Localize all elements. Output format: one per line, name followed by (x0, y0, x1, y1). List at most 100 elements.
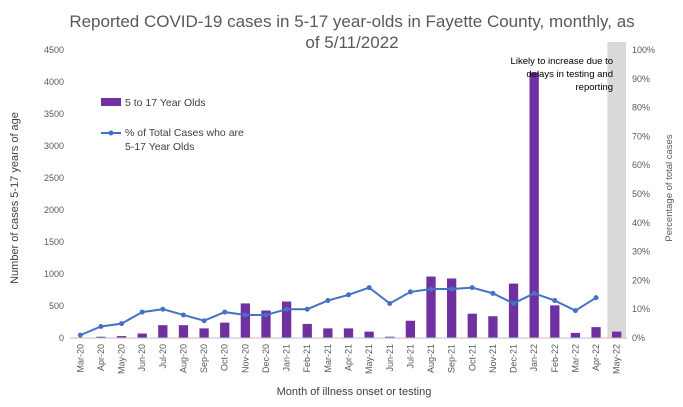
bar-Feb-22 (550, 305, 560, 338)
y2-tick-label: 10% (632, 304, 650, 314)
x-tick-label: Dec-20 (261, 344, 271, 373)
x-axis-ticks: Mar-20 Apr-20 May-20 Jun-20 Jul-20 Aug-20 Sep-… (75, 344, 621, 374)
x-tick-label: Mar-22 (570, 344, 580, 373)
bar-Mar-22 (570, 332, 581, 338)
bar-Jun-20 (137, 333, 147, 338)
annotation-line-3: reporting (576, 82, 614, 93)
percent-point-Mar-22 (572, 308, 578, 314)
annotation-line-2: delays in testing and (526, 69, 613, 80)
legend-line-marker (108, 130, 114, 136)
percent-point-Mar-21 (325, 298, 331, 304)
percent-point-Dec-21 (511, 300, 517, 306)
y-tick-label: 0 (59, 333, 64, 343)
y-tick-label: 2000 (44, 205, 64, 215)
percent-point-Feb-21 (304, 306, 310, 312)
y-tick-label: 3000 (44, 141, 64, 151)
x-tick-label: Sep-21 (447, 344, 457, 373)
y2-tick-label: 50% (632, 189, 650, 199)
y-tick-label: 4000 (44, 77, 64, 87)
x-tick-label: Apr-20 (96, 344, 106, 371)
percent-line (79, 286, 597, 337)
y-axis-right-ticks: 0% 10% 20% 30% 40% 50% 60% 70% 80% 90% 100% (632, 45, 655, 343)
bar-Jul-21 (405, 320, 416, 338)
bar-Nov-21 (488, 316, 498, 338)
y2-tick-label: 30% (632, 247, 650, 257)
x-tick-label: Oct-20 (220, 344, 230, 371)
percent-point-Jul-21 (407, 289, 413, 295)
percent-point-Sep-20 (201, 318, 207, 324)
y2-tick-label: 60% (632, 160, 650, 170)
x-tick-label: Sep-20 (199, 344, 209, 373)
bar-Sep-21 (447, 278, 457, 338)
y2-tick-label: 90% (632, 74, 650, 84)
percent-point-May-21 (366, 285, 372, 291)
x-tick-label: Feb-21 (302, 344, 312, 373)
bar-Apr-20 (96, 336, 106, 338)
percent-point-Jun-20 (139, 309, 145, 315)
bar-Aug-20 (178, 325, 189, 338)
x-tick-label: May-22 (612, 344, 622, 374)
bar-Jul-20 (158, 325, 168, 338)
x-tick-label: Oct-21 (467, 344, 477, 371)
bar-Apr-22 (591, 327, 601, 338)
bar-Feb-21 (302, 323, 312, 338)
y-tick-label: 500 (49, 301, 64, 311)
percent-point-May-20 (119, 321, 125, 327)
chart-title-line-2: of 5/11/2022 (305, 33, 398, 52)
x-tick-label: Jan-21 (282, 344, 292, 372)
x-tick-label: May-20 (117, 344, 127, 374)
y-tick-label: 4500 (44, 45, 64, 55)
y-tick-label: 3500 (44, 109, 64, 119)
y-tick-label: 1000 (44, 269, 64, 279)
y2-tick-label: 0% (632, 333, 645, 343)
x-axis-title: Month of illness onset or testing (277, 386, 432, 398)
x-tick-label: Jun-21 (385, 344, 395, 372)
legend-line-label-1: % of Total Cases who are (125, 127, 244, 139)
bar-Jan-22 (529, 72, 539, 339)
bar-Sep-20 (199, 328, 209, 338)
bar-Nov-20 (240, 303, 250, 338)
legend: 5 to 17 Year Olds % of Total Cases who a… (101, 97, 247, 153)
percent-point-Nov-21 (490, 290, 496, 296)
chart-title-line-1: Reported COVID-19 cases in 5-17 year-old… (69, 12, 634, 31)
percent-point-Sep-21 (449, 286, 455, 292)
x-tick-label: Jul-21 (405, 344, 415, 369)
legend-line-label: % of Total Cases who are 5-17 Year Olds (125, 127, 247, 153)
y2-axis-title: Percentage of total cases (664, 134, 675, 241)
x-tick-label: Mar-20 (75, 344, 85, 373)
y2-tick-label: 20% (632, 275, 650, 285)
incomplete-data-shade (607, 42, 626, 338)
percent-point-Jan-22 (531, 290, 537, 296)
percent-point-Jul-20 (160, 306, 166, 312)
y-tick-label: 1500 (44, 237, 64, 247)
annotation: Likely to increase due to delays in test… (511, 56, 613, 93)
percent-point-Feb-22 (552, 298, 558, 304)
bar-Jun-21 (385, 336, 395, 338)
x-tick-label: Nov-20 (240, 344, 250, 373)
percent-point-Oct-20 (222, 309, 228, 315)
legend-bar-swatch (101, 98, 121, 106)
y2-tick-label: 70% (632, 131, 650, 141)
percent-point-Apr-22 (593, 295, 599, 301)
x-tick-label: Feb-22 (550, 344, 560, 373)
x-tick-label: Jan-22 (529, 344, 539, 372)
percent-point-Mar-20 (77, 332, 83, 338)
percent-point-Aug-20 (180, 312, 186, 318)
percent-line-series (77, 285, 599, 338)
x-tick-label: Jun-20 (137, 344, 147, 372)
bar-series (75, 72, 622, 339)
bar-May-20 (116, 336, 127, 338)
y-tick-label: 2500 (44, 173, 64, 183)
bar-Aug-21 (426, 276, 436, 338)
percent-point-Dec-20 (263, 312, 269, 318)
percent-point-Nov-20 (242, 312, 248, 318)
y2-tick-label: 100% (632, 45, 655, 55)
x-tick-label: Aug-21 (426, 344, 436, 373)
percent-point-Jun-21 (387, 300, 393, 306)
annotation-line-1: Likely to increase due to (511, 56, 613, 67)
y-axis-title: Number of cases 5-17 years of age (9, 112, 21, 284)
percent-point-Apr-20 (98, 323, 104, 329)
percent-point-Apr-21 (346, 292, 351, 298)
